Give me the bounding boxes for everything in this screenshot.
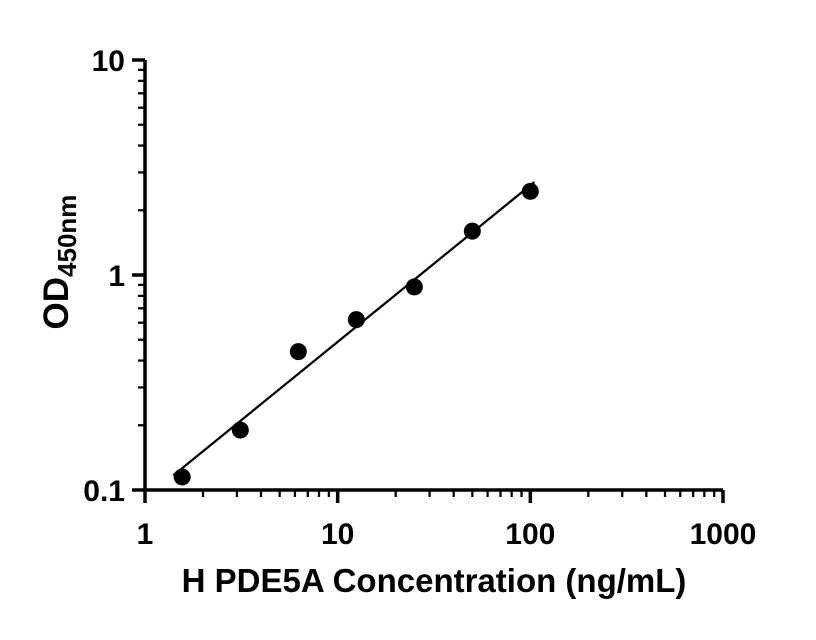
x-tick-label: 1 (137, 518, 154, 551)
data-series (172, 181, 539, 486)
data-point (347, 311, 365, 329)
x-axis-title: H PDE5A Concentration (ng/mL) (182, 562, 687, 599)
y-tick-label: 1 (108, 260, 125, 293)
x-tick-label: 10 (321, 518, 354, 551)
y-axis-title-main: OD (37, 277, 76, 330)
data-point (173, 468, 191, 486)
data-point (405, 278, 423, 296)
data-point (289, 343, 307, 361)
axes: 1 10 100 1000 0.1 1 10 (83, 45, 756, 551)
x-tick-label: 1000 (690, 518, 757, 551)
trend-line (172, 181, 536, 477)
y-axis-title-subscript: 450nm (52, 195, 82, 277)
data-point (463, 222, 481, 240)
data-point (231, 421, 249, 439)
data-point (521, 182, 539, 200)
x-tick-label: 100 (505, 518, 555, 551)
y-axis-title: OD450nm (37, 195, 82, 330)
y-tick-label: 0.1 (83, 475, 125, 508)
y-tick-label: 10 (92, 45, 125, 78)
